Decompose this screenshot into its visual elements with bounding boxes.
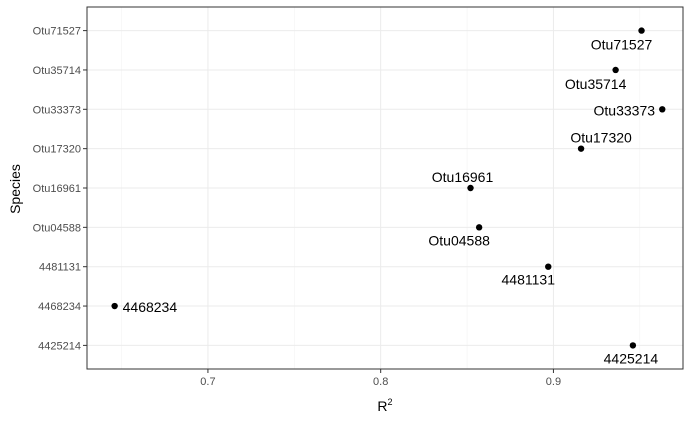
y-tick-label: 4468234 bbox=[38, 301, 81, 313]
point-labels: 4425214 4468234 4481131 Otu04588 Otu16961 Otu… bbox=[123, 37, 659, 367]
x-axis-title-superscript: 2 bbox=[388, 397, 393, 407]
data-point bbox=[475, 224, 483, 231]
y-axis: 4425214 4468234 4481131 Otu04588 Otu16961 Otu… bbox=[33, 26, 87, 352]
data-point bbox=[111, 302, 118, 310]
data-point bbox=[612, 66, 619, 74]
data-point-label: Otu35714 bbox=[565, 76, 627, 92]
data-point-label: 4481131 bbox=[502, 272, 556, 288]
y-tick-label: Otu33373 bbox=[33, 104, 81, 116]
data-point bbox=[638, 27, 645, 34]
y-tick-label: 4481131 bbox=[39, 262, 81, 274]
data-point bbox=[629, 342, 637, 349]
x-axis-title: R2 bbox=[377, 397, 392, 414]
data-point-label: Otu16961 bbox=[432, 169, 494, 185]
y-tick-label: Otu35714 bbox=[33, 65, 81, 77]
y-tick-label: Otu04588 bbox=[33, 222, 81, 234]
data-point-label: 4425214 bbox=[604, 350, 659, 366]
data-point bbox=[467, 184, 474, 192]
data-point bbox=[577, 145, 585, 152]
data-points bbox=[111, 27, 666, 349]
data-point-label: Otu33373 bbox=[594, 102, 656, 118]
data-point-label: Otu04588 bbox=[428, 232, 490, 248]
y-axis-title: Species bbox=[7, 164, 23, 214]
x-axis-title-text: R bbox=[377, 398, 387, 414]
x-tick-label: 0.9 bbox=[546, 376, 561, 388]
data-point-label: Otu71527 bbox=[591, 37, 653, 53]
y-tick-label: Otu16961 bbox=[33, 183, 81, 195]
y-tick-label: Otu71527 bbox=[33, 26, 81, 38]
x-tick-label: 0.7 bbox=[200, 376, 215, 388]
y-tick-label: 4425214 bbox=[38, 340, 81, 352]
x-axis: 0.7 0.8 0.9 bbox=[200, 369, 561, 388]
data-point bbox=[659, 106, 666, 113]
data-point-label: 4468234 bbox=[123, 299, 178, 315]
data-point bbox=[545, 263, 552, 270]
y-tick-label: Otu17320 bbox=[33, 144, 81, 156]
data-point-label: Otu17320 bbox=[570, 130, 632, 146]
x-tick-label: 0.8 bbox=[373, 376, 388, 388]
